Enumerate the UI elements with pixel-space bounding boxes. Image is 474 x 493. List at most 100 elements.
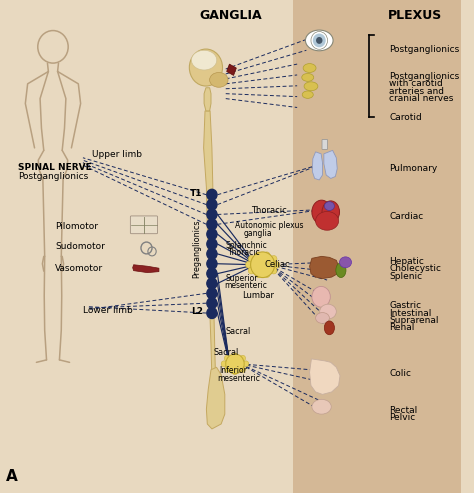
Circle shape bbox=[273, 261, 280, 268]
Text: Pelvic: Pelvic bbox=[389, 413, 416, 422]
Circle shape bbox=[207, 258, 217, 269]
Circle shape bbox=[226, 354, 244, 374]
Circle shape bbox=[248, 255, 255, 262]
Text: arteries and: arteries and bbox=[389, 87, 444, 96]
Polygon shape bbox=[204, 88, 211, 111]
Ellipse shape bbox=[312, 200, 331, 224]
Polygon shape bbox=[133, 265, 159, 273]
Polygon shape bbox=[227, 64, 237, 75]
Circle shape bbox=[255, 252, 262, 259]
Ellipse shape bbox=[191, 50, 217, 70]
Circle shape bbox=[316, 37, 322, 44]
Text: Pilomotor: Pilomotor bbox=[55, 222, 98, 231]
Text: Autonomic plexus: Autonomic plexus bbox=[235, 221, 303, 230]
Circle shape bbox=[264, 271, 270, 278]
Ellipse shape bbox=[302, 91, 313, 98]
Text: Postganglionics: Postganglionics bbox=[389, 45, 459, 54]
Circle shape bbox=[232, 369, 238, 375]
Circle shape bbox=[207, 229, 217, 240]
Text: Sacral: Sacral bbox=[226, 327, 251, 336]
Circle shape bbox=[240, 366, 246, 372]
Polygon shape bbox=[206, 367, 225, 429]
Circle shape bbox=[207, 268, 217, 279]
Ellipse shape bbox=[304, 82, 318, 91]
Circle shape bbox=[271, 255, 277, 262]
Circle shape bbox=[207, 189, 217, 200]
Circle shape bbox=[255, 271, 262, 278]
Text: mesenteric: mesenteric bbox=[224, 281, 267, 290]
Ellipse shape bbox=[322, 201, 339, 223]
Text: Celiac: Celiac bbox=[265, 260, 291, 269]
Text: Hepatic: Hepatic bbox=[389, 257, 424, 266]
Polygon shape bbox=[204, 111, 217, 399]
Text: PLEXUS: PLEXUS bbox=[388, 9, 442, 22]
Ellipse shape bbox=[312, 286, 330, 307]
Text: Lumbar: Lumbar bbox=[242, 291, 274, 300]
Ellipse shape bbox=[339, 257, 352, 268]
Ellipse shape bbox=[210, 72, 228, 87]
Circle shape bbox=[207, 219, 217, 230]
Circle shape bbox=[224, 355, 230, 361]
Ellipse shape bbox=[305, 30, 333, 51]
Text: Rectal: Rectal bbox=[389, 406, 418, 415]
Text: T1: T1 bbox=[190, 189, 203, 198]
Text: Renal: Renal bbox=[389, 323, 415, 332]
Text: Intestinal: Intestinal bbox=[389, 309, 432, 317]
Text: ganglia: ganglia bbox=[243, 229, 272, 238]
Text: Sudomotor: Sudomotor bbox=[55, 242, 105, 251]
FancyBboxPatch shape bbox=[322, 140, 328, 149]
Circle shape bbox=[313, 34, 326, 47]
Polygon shape bbox=[310, 256, 339, 279]
Text: A: A bbox=[6, 469, 17, 484]
Ellipse shape bbox=[312, 399, 331, 414]
Text: Superior: Superior bbox=[226, 274, 258, 282]
Text: Thoracic: Thoracic bbox=[228, 248, 261, 257]
Ellipse shape bbox=[324, 321, 335, 335]
Text: Upper limb: Upper limb bbox=[92, 150, 142, 159]
Text: Carotid: Carotid bbox=[389, 113, 422, 122]
Circle shape bbox=[207, 298, 217, 309]
Text: Colic: Colic bbox=[389, 369, 411, 378]
Text: mesenteric: mesenteric bbox=[218, 374, 260, 383]
Text: with carotid: with carotid bbox=[389, 79, 443, 88]
Text: Pulmonary: Pulmonary bbox=[389, 164, 438, 173]
Polygon shape bbox=[312, 152, 322, 180]
Text: Sacral: Sacral bbox=[213, 348, 238, 357]
Circle shape bbox=[240, 355, 246, 361]
Text: Splanchnic: Splanchnic bbox=[226, 241, 267, 250]
FancyBboxPatch shape bbox=[130, 216, 157, 234]
Ellipse shape bbox=[189, 49, 222, 86]
Ellipse shape bbox=[316, 313, 329, 323]
Ellipse shape bbox=[336, 263, 346, 278]
Text: Inferior: Inferior bbox=[220, 366, 247, 375]
Text: Thoracic: Thoracic bbox=[251, 206, 287, 215]
Circle shape bbox=[264, 252, 270, 259]
Circle shape bbox=[248, 267, 255, 274]
Bar bbox=[292, 0, 461, 493]
Text: Cholecystic: Cholecystic bbox=[389, 264, 441, 273]
Circle shape bbox=[207, 239, 217, 249]
Text: Cardiac: Cardiac bbox=[389, 212, 424, 221]
Text: GANGLIA: GANGLIA bbox=[199, 9, 262, 22]
Polygon shape bbox=[310, 359, 340, 394]
Text: L2: L2 bbox=[191, 307, 203, 316]
Circle shape bbox=[207, 288, 217, 299]
Ellipse shape bbox=[316, 211, 338, 230]
Circle shape bbox=[251, 252, 274, 278]
Text: Preganglionics: Preganglionics bbox=[192, 220, 201, 278]
Circle shape bbox=[224, 366, 230, 372]
Text: Lower limb: Lower limb bbox=[83, 306, 133, 315]
Bar bbox=[0, 0, 292, 493]
Text: Postganglionics: Postganglionics bbox=[18, 172, 89, 180]
Text: Splenic: Splenic bbox=[389, 272, 422, 281]
Ellipse shape bbox=[302, 73, 314, 81]
Text: Suprarenal: Suprarenal bbox=[389, 316, 439, 325]
Circle shape bbox=[243, 361, 249, 367]
Circle shape bbox=[221, 361, 227, 367]
Polygon shape bbox=[324, 150, 337, 178]
Text: cranial nerves: cranial nerves bbox=[389, 94, 454, 103]
Text: Vasomotor: Vasomotor bbox=[55, 264, 103, 273]
Text: SPINAL NERVE: SPINAL NERVE bbox=[18, 163, 92, 172]
Circle shape bbox=[246, 261, 252, 268]
Circle shape bbox=[232, 353, 238, 359]
